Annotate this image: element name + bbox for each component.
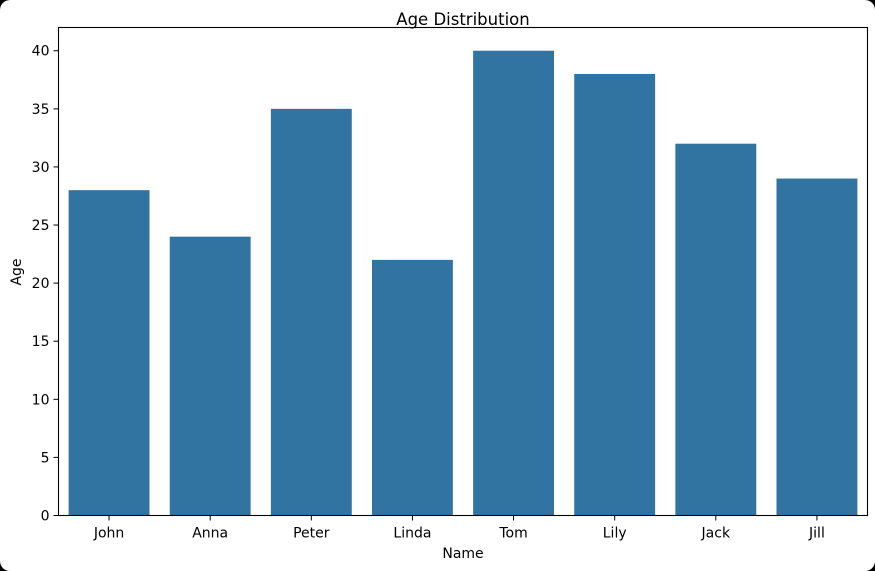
bar-linda xyxy=(371,259,453,516)
bar-tom xyxy=(473,50,555,516)
x-tick-label: Peter xyxy=(293,526,330,542)
x-tick-label: Jill xyxy=(808,526,825,542)
bar-peter xyxy=(270,108,352,516)
y-axis: 0 5 10 15 20 25 30 35 40 xyxy=(32,44,59,525)
y-tick-label: 10 xyxy=(32,392,50,408)
x-tick-label: Jack xyxy=(701,526,731,542)
y-tick-label: 5 xyxy=(41,450,50,466)
y-tick-label: 30 xyxy=(32,160,50,176)
y-tick-label: 35 xyxy=(32,102,50,118)
y-tick-label: 25 xyxy=(32,218,50,234)
y-axis-label: Age xyxy=(9,258,25,285)
x-tick-label: Tom xyxy=(498,526,527,542)
bar-anna xyxy=(169,236,251,516)
y-tick-label: 0 xyxy=(41,509,50,525)
y-tick-label: 40 xyxy=(32,44,50,60)
x-tick-label: Lily xyxy=(603,526,627,542)
x-axis-label: Name xyxy=(442,546,483,562)
y-tick-label: 20 xyxy=(32,276,50,292)
y-tick-label: 15 xyxy=(32,334,50,350)
x-axis: John Anna Peter Linda Tom Lily Jack Jill xyxy=(93,515,825,542)
x-tick-label: Anna xyxy=(192,526,228,542)
x-tick-label: John xyxy=(93,526,124,542)
bar-jack xyxy=(675,143,757,516)
x-tick-label: Linda xyxy=(393,526,431,542)
axes-frame xyxy=(57,26,869,517)
chart-title: Age Distribution xyxy=(396,10,529,29)
bar-jill xyxy=(776,178,858,516)
bar-john xyxy=(68,190,150,516)
bar-lily xyxy=(574,73,656,516)
bars-group xyxy=(68,50,858,516)
